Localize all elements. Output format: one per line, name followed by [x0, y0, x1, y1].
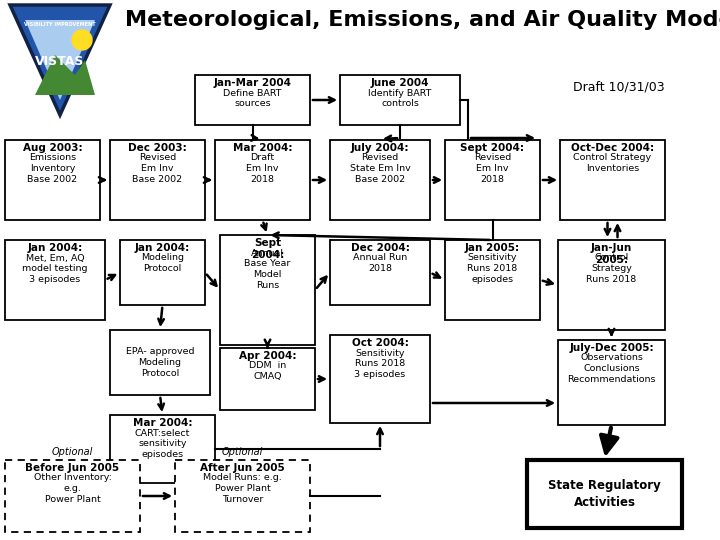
Text: Apr 2004:: Apr 2004: [239, 351, 296, 361]
Text: Mar 2004:: Mar 2004: [233, 143, 292, 153]
Text: Other Inventory:
e.g.
Power Plant: Other Inventory: e.g. Power Plant [34, 474, 112, 504]
Text: July 2004:: July 2004: [351, 143, 409, 153]
Bar [215, 140, 310, 220]
Bar [445, 240, 540, 320]
Bar [110, 415, 215, 483]
Text: Revised
Em Inv
Base 2002: Revised Em Inv Base 2002 [132, 153, 183, 184]
Text: Jan-Mar 2004: Jan-Mar 2004 [214, 78, 292, 88]
Text: Identify BART
controls: Identify BART controls [369, 89, 432, 108]
Text: Met, Em, AQ
model testing
3 episodes: Met, Em, AQ model testing 3 episodes [22, 253, 88, 284]
Text: Control Strategy
Inventories: Control Strategy Inventories [573, 153, 652, 173]
Text: Jan 2004:: Jan 2004: [135, 243, 190, 253]
Text: After Jun 2005: After Jun 2005 [200, 463, 285, 473]
Bar [527, 460, 682, 528]
Text: Draft 10/31/03: Draft 10/31/03 [573, 80, 665, 93]
Text: Meteorological, Emissions, and Air Quality Modeling De: Meteorological, Emissions, and Air Quali… [125, 10, 720, 30]
Text: STATE AND
TRIBAL
ASSOCIATION
OF THE
SOUTHEAST: STATE AND TRIBAL ASSOCIATION OF THE SOUT… [14, 65, 42, 97]
Text: Mar 2004:: Mar 2004: [132, 418, 192, 428]
Bar [175, 460, 310, 532]
Text: Jan 2005:: Jan 2005: [465, 243, 520, 253]
Bar [558, 340, 665, 425]
Bar [330, 140, 430, 220]
Circle shape [72, 30, 92, 50]
Text: Modeling
Protocol: Modeling Protocol [141, 253, 184, 273]
Text: Sensitivity
Runs 2018
3 episodes: Sensitivity Runs 2018 3 episodes [354, 348, 405, 379]
Text: Annual Run
2018: Annual Run 2018 [353, 253, 407, 273]
Text: Sept 2004:: Sept 2004: [461, 143, 524, 153]
Text: Define BART
sources: Define BART sources [223, 89, 282, 108]
Text: Sept
2004:: Sept 2004: [251, 238, 284, 260]
Text: Sensitivity
Runs 2018
episodes: Sensitivity Runs 2018 episodes [467, 253, 518, 284]
Text: Oct 2004:: Oct 2004: [351, 338, 408, 348]
Bar [558, 240, 665, 330]
Text: Emissions
Inventory
Base 2002: Emissions Inventory Base 2002 [27, 153, 78, 184]
Bar [330, 335, 430, 423]
Text: Revised
Em Inv
2018: Revised Em Inv 2018 [474, 153, 511, 184]
Text: DDM  in
CMAQ: DDM in CMAQ [249, 361, 286, 381]
Bar [340, 75, 460, 125]
Polygon shape [35, 55, 95, 95]
Bar [5, 240, 105, 320]
Text: Annual
Base Year
Model
Runs: Annual Base Year Model Runs [244, 248, 291, 290]
Text: Optional: Optional [222, 447, 264, 457]
Bar [110, 330, 210, 395]
Text: Control
Strategy
Runs 2018: Control Strategy Runs 2018 [586, 253, 636, 284]
Text: July-Dec 2005:: July-Dec 2005: [570, 343, 654, 353]
Bar [110, 140, 205, 220]
Text: Model Runs: e.g.
Power Plant
Turnover: Model Runs: e.g. Power Plant Turnover [203, 474, 282, 504]
Text: STATE AND
TRIBAL: STATE AND TRIBAL [90, 50, 105, 71]
Bar [330, 240, 430, 305]
Bar [445, 140, 540, 220]
Text: Jan 2004:: Jan 2004: [27, 243, 83, 253]
Text: Dec 2004:: Dec 2004: [351, 243, 410, 253]
Bar [560, 140, 665, 220]
Text: EPA- approved
Modeling
Protocol: EPA- approved Modeling Protocol [126, 347, 194, 378]
Text: Before Jun 2005: Before Jun 2005 [25, 463, 120, 473]
Text: VISTAS: VISTAS [35, 55, 85, 68]
Text: Revised
State Em Inv
Base 2002: Revised State Em Inv Base 2002 [350, 153, 410, 184]
Text: Dec 2003:: Dec 2003: [128, 143, 187, 153]
Bar [5, 460, 140, 532]
Text: VISIBILITY IMPROVEMENT: VISIBILITY IMPROVEMENT [24, 22, 96, 27]
Text: Aug 2003:: Aug 2003: [23, 143, 82, 153]
Text: Draft
Em Inv
2018: Draft Em Inv 2018 [246, 153, 279, 184]
Polygon shape [25, 20, 95, 100]
Bar [220, 235, 315, 345]
Bar [195, 75, 310, 125]
Text: Jan-Jun
2005:: Jan-Jun 2005: [591, 243, 632, 265]
Text: CART:select
sensitivity
episodes: CART:select sensitivity episodes [135, 429, 190, 459]
Text: June 2004: June 2004 [371, 78, 429, 88]
Text: Oct-Dec 2004:: Oct-Dec 2004: [571, 143, 654, 153]
Bar [220, 348, 315, 410]
Text: State Regulatory
Activities: State Regulatory Activities [548, 480, 661, 509]
Polygon shape [10, 5, 110, 115]
Text: Optional: Optional [52, 447, 93, 457]
Text: Observations
Conclusions
Recommendations: Observations Conclusions Recommendations [567, 354, 656, 384]
Bar [5, 140, 100, 220]
Bar [120, 240, 205, 305]
